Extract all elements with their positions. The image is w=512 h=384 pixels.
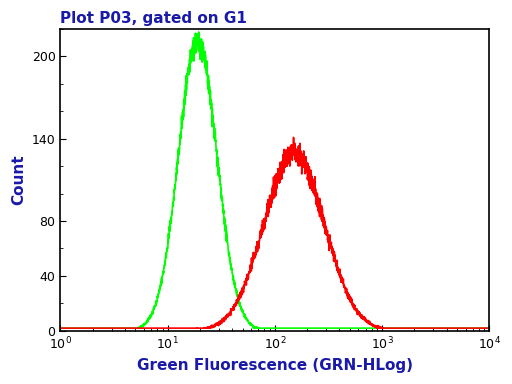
Y-axis label: Count: Count <box>11 154 26 205</box>
X-axis label: Green Fluorescence (GRN-HLog): Green Fluorescence (GRN-HLog) <box>137 358 413 373</box>
Text: Plot P03, gated on G1: Plot P03, gated on G1 <box>60 11 247 26</box>
